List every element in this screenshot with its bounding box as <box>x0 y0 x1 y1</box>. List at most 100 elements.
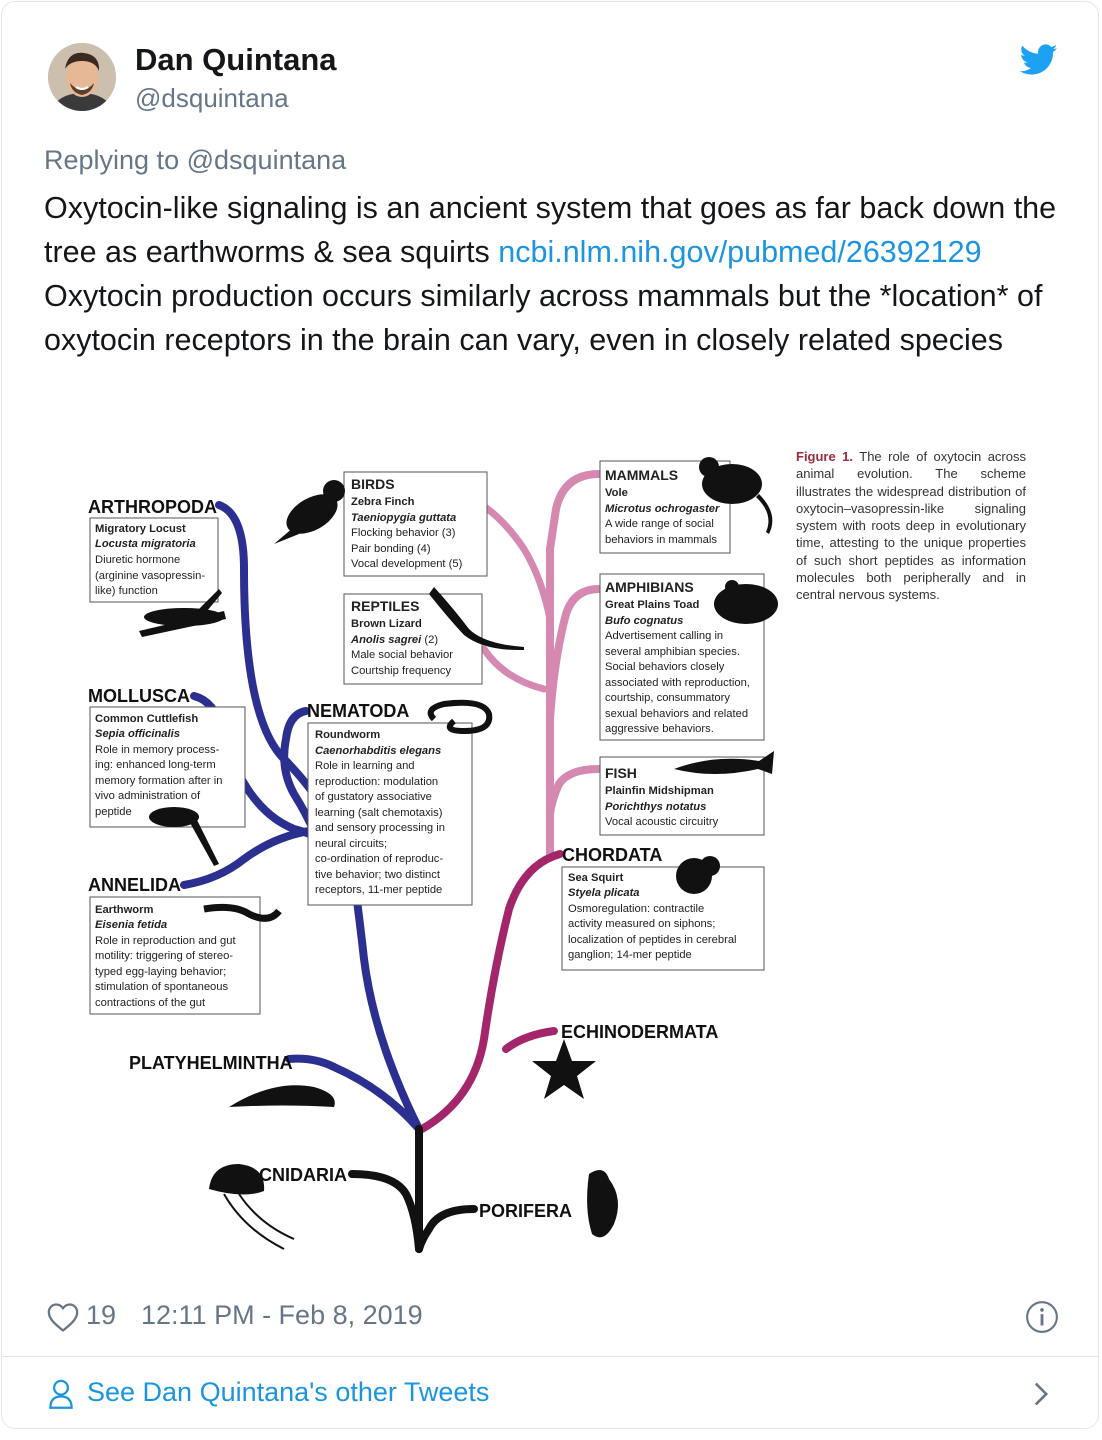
box-amphibians: AMPHIBIANS Great Plains Toad Bufo cognat… <box>605 579 750 735</box>
label-cnidaria: CNIDARIA <box>259 1165 347 1185</box>
label-arthropoda: ARTHROPODA <box>88 497 217 517</box>
svg-text:behaviors in mammals: behaviors in mammals <box>605 534 717 546</box>
svg-text:AMPHIBIANS: AMPHIBIANS <box>605 579 694 595</box>
box-chordata: Sea Squirt Styela plicata Osmoregulation… <box>568 872 737 961</box>
svg-text:(arginine vasopressin-: (arginine vasopressin- <box>95 570 205 582</box>
replying-handle-link[interactable]: @dsquintana <box>186 145 347 175</box>
box-nematoda: Roundworm Caenorhabditis elegans Role in… <box>315 729 445 896</box>
svg-text:neural circuits;: neural circuits; <box>315 838 387 850</box>
fish-icon <box>674 751 774 774</box>
figure-box-texts: Migratory Locust Locusta migratoria Diur… <box>95 467 750 1009</box>
see-other-tweets-label[interactable]: See Dan Quintana's other Tweets <box>87 1377 490 1407</box>
svg-text:Osmoregulation: contractile: Osmoregulation: contractile <box>568 903 704 915</box>
svg-text:Caenorhabditis elegans: Caenorhabditis elegans <box>315 745 441 757</box>
branch-reptiles <box>480 645 548 693</box>
info-icon[interactable] <box>1025 1300 1059 1334</box>
author-name[interactable]: Dan Quintana <box>135 42 337 77</box>
author-handle[interactable]: @dsquintana <box>135 83 289 113</box>
figure-caption-text: The role of oxytocin across animal evolu… <box>796 449 1026 603</box>
avatar[interactable] <box>48 43 116 111</box>
tweet-text-part1: Oxytocin-like signaling is an ancient sy… <box>44 191 1057 269</box>
svg-text:activity measured on siphons;: activity measured on siphons; <box>568 918 715 930</box>
svg-text:Role in learning and: Role in learning and <box>315 760 415 772</box>
footer-divider <box>2 1356 1098 1357</box>
chevron-right-icon[interactable] <box>1032 1381 1050 1407</box>
replying-to: Replying to @dsquintana <box>44 145 346 176</box>
twitter-bird-icon[interactable] <box>1020 44 1058 76</box>
branch-cnidaria <box>348 1170 423 1253</box>
svg-text:courtship, consummatory: courtship, consummatory <box>605 692 730 704</box>
svg-text:peptide: peptide <box>95 806 132 818</box>
branch-fish <box>546 765 603 818</box>
svg-text:Role in reproduction and gut: Role in reproduction and gut <box>95 935 236 947</box>
svg-text:Earthworm: Earthworm <box>95 904 153 916</box>
svg-text:Styela plicata: Styela plicata <box>568 887 640 899</box>
box-birds: BIRDS Zebra Finch Taeniopygia guttata Fl… <box>351 476 463 570</box>
svg-text:motility: triggering of stereo: motility: triggering of stereo- <box>95 950 233 962</box>
see-other-tweets-link[interactable]: See Dan Quintana's other Tweets <box>2 1357 1098 1428</box>
svg-text:Locusta migratoria: Locusta migratoria <box>95 538 196 550</box>
tweet-timestamp[interactable]: 12:11 PM - Feb 8, 2019 <box>141 1300 423 1330</box>
svg-text:localization of peptides in ce: localization of peptides in cerebral <box>568 934 737 946</box>
tweet-text-part2: Oxytocin production occurs similarly acr… <box>44 279 1043 357</box>
pubmed-link[interactable]: ncbi.nlm.nih.gov/pubmed/26392129 <box>498 235 982 269</box>
svg-text:Advertisement calling in: Advertisement calling in <box>605 630 723 642</box>
person-icon <box>49 1379 73 1409</box>
svg-text:Pair bonding (4): Pair bonding (4) <box>351 543 431 555</box>
branch-mammals <box>546 470 603 553</box>
branch-amphibians <box>546 585 603 723</box>
svg-text:Flocking behavior (3): Flocking behavior (3) <box>351 527 456 539</box>
sea-squirt-icon <box>676 856 720 894</box>
replying-prefix: Replying to <box>44 145 180 175</box>
svg-text:REPTILES: REPTILES <box>351 598 419 614</box>
box-reptiles: REPTILES Brown Lizard Anolis sagrei (2) … <box>350 598 453 677</box>
svg-text:ganglion; 14-mer peptide: ganglion; 14-mer peptide <box>568 949 692 961</box>
cuttlefish-icon <box>149 807 219 866</box>
svg-text:aggressive behaviors.: aggressive behaviors. <box>605 723 714 735</box>
flatworm-icon <box>229 1085 335 1107</box>
svg-text:Anolis sagrei (2): Anolis sagrei (2) <box>350 634 438 646</box>
svg-text:BIRDS: BIRDS <box>351 476 395 492</box>
svg-text:Social behaviors closely: Social behaviors closely <box>605 661 725 673</box>
box-fish: FISH Plainfin Midshipman Porichthys nota… <box>605 765 719 828</box>
tweet-media-figure[interactable]: ARTHROPODA MOLLUSCA ANNELIDA PLATYHELMIN… <box>44 439 1044 1274</box>
svg-text:Bufo cognatus: Bufo cognatus <box>605 615 683 627</box>
like-count[interactable]: 19 <box>86 1300 117 1330</box>
label-echinodermata: ECHINODERMATA <box>561 1022 718 1042</box>
svg-text:of gustatory associative: of gustatory associative <box>315 791 432 803</box>
svg-text:Role in memory process-: Role in memory process- <box>95 744 220 756</box>
svg-text:Microtus ochrogaster: Microtus ochrogaster <box>605 503 720 515</box>
svg-text:Sepia officinalis: Sepia officinalis <box>95 728 180 740</box>
branch-porifera <box>415 1205 478 1253</box>
svg-text:sexual behaviors and related: sexual behaviors and related <box>605 708 748 720</box>
jellyfish-icon <box>209 1164 295 1250</box>
label-mollusca: MOLLUSCA <box>88 686 190 706</box>
svg-text:tive behavior; two distinct: tive behavior; two distinct <box>315 869 441 881</box>
svg-text:Vocal acoustic circuitry: Vocal acoustic circuitry <box>605 816 719 828</box>
vole-icon <box>699 457 773 534</box>
svg-text:Diuretic hormone: Diuretic hormone <box>95 554 180 566</box>
svg-text:vivo administration of: vivo administration of <box>95 790 201 802</box>
lizard-icon <box>429 587 524 651</box>
tweet-text: Oxytocin-like signaling is an ancient sy… <box>44 186 1074 362</box>
svg-text:Sea Squirt: Sea Squirt <box>568 872 624 884</box>
svg-text:Zebra Finch: Zebra Finch <box>351 496 415 508</box>
heart-icon[interactable] <box>46 1301 80 1333</box>
svg-text:A wide range of social: A wide range of social <box>605 518 714 530</box>
locust-icon <box>139 589 226 637</box>
box-annelida: Earthworm Eisenia fetida Role in reprodu… <box>95 904 236 1009</box>
toad-icon <box>714 580 778 624</box>
svg-text:ing: enhanced long-term: ing: enhanced long-term <box>95 759 216 771</box>
svg-text:contractions of the gut: contractions of the gut <box>95 997 206 1009</box>
svg-text:co-ordination of reproduc-: co-ordination of reproduc- <box>315 853 443 865</box>
svg-text:Plainfin Midshipman: Plainfin Midshipman <box>605 785 714 797</box>
svg-text:Great Plains Toad: Great Plains Toad <box>605 599 699 611</box>
svg-text:FISH: FISH <box>605 765 637 781</box>
starfish-icon <box>532 1039 596 1099</box>
earthworm-icon <box>203 903 282 922</box>
svg-text:MAMMALS: MAMMALS <box>605 467 678 483</box>
label-nematoda: NEMATODA <box>307 701 409 721</box>
svg-text:Roundworm: Roundworm <box>315 729 380 741</box>
figure-caption: Figure 1. The role of oxytocin across an… <box>796 448 1026 604</box>
